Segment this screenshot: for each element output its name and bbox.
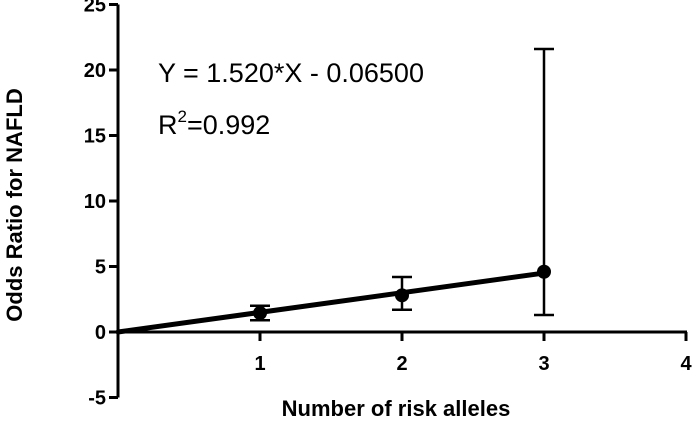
y-tick-label-4: 15: [84, 126, 106, 148]
tick-marks: [109, 3, 688, 399]
fit-line-group: [115, 270, 547, 335]
data-point-0: [253, 306, 267, 321]
y-tick-label-1: 0: [95, 322, 106, 344]
x-axis-title: Number of risk alleles: [282, 396, 511, 421]
y-tick-label-2: 5: [95, 257, 106, 279]
y-tick-label-6: 25: [84, 0, 106, 17]
r2-superscript: 2: [178, 107, 187, 126]
tick-labels: -5 0 5 10 15 20 25 1 2 3 4: [84, 0, 693, 410]
x-tick-label-0: 1: [254, 353, 265, 375]
fit-line: [115, 270, 547, 335]
x-tick-label-3: 4: [680, 353, 692, 375]
x-tick-label-2: 3: [538, 353, 549, 375]
r2-prefix: R: [158, 110, 178, 140]
y-axis-title: Odds Ratio for NAFLD: [2, 88, 27, 321]
regression-equation: Y = 1.520*X - 0.06500: [158, 58, 424, 88]
data-point-1: [395, 288, 409, 303]
y-tick-label-5: 20: [84, 60, 106, 82]
data-point-2: [537, 264, 551, 279]
r2-value: =0.992: [187, 110, 270, 140]
y-tick-label-0: -5: [88, 388, 106, 410]
x-tick-label-1: 2: [396, 353, 407, 375]
r-squared-annotation: R2=0.992: [158, 107, 270, 140]
y-tick-label-3: 10: [84, 191, 106, 213]
data-points: [253, 264, 551, 321]
